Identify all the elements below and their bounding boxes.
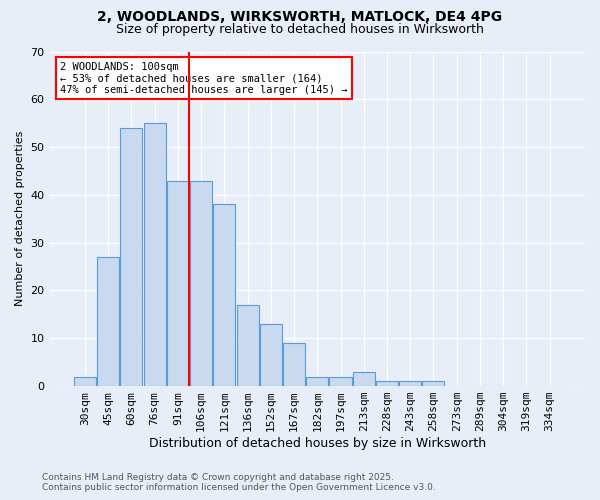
Bar <box>74 376 96 386</box>
X-axis label: Distribution of detached houses by size in Wirksworth: Distribution of detached houses by size … <box>149 437 486 450</box>
Bar <box>260 324 282 386</box>
Bar <box>236 305 259 386</box>
Bar <box>376 382 398 386</box>
Bar <box>143 123 166 386</box>
Bar <box>167 180 189 386</box>
Bar <box>399 382 421 386</box>
Text: Size of property relative to detached houses in Wirksworth: Size of property relative to detached ho… <box>116 22 484 36</box>
Bar <box>97 257 119 386</box>
Bar <box>306 376 328 386</box>
Bar <box>121 128 142 386</box>
Text: 2 WOODLANDS: 100sqm
← 53% of detached houses are smaller (164)
47% of semi-detac: 2 WOODLANDS: 100sqm ← 53% of detached ho… <box>60 62 348 94</box>
Text: 2, WOODLANDS, WIRKSWORTH, MATLOCK, DE4 4PG: 2, WOODLANDS, WIRKSWORTH, MATLOCK, DE4 4… <box>97 10 503 24</box>
Bar <box>329 376 352 386</box>
Bar <box>353 372 375 386</box>
Bar <box>283 343 305 386</box>
Bar <box>213 204 235 386</box>
Text: Contains HM Land Registry data © Crown copyright and database right 2025.
Contai: Contains HM Land Registry data © Crown c… <box>42 473 436 492</box>
Bar <box>190 180 212 386</box>
Y-axis label: Number of detached properties: Number of detached properties <box>15 131 25 306</box>
Bar <box>422 382 445 386</box>
